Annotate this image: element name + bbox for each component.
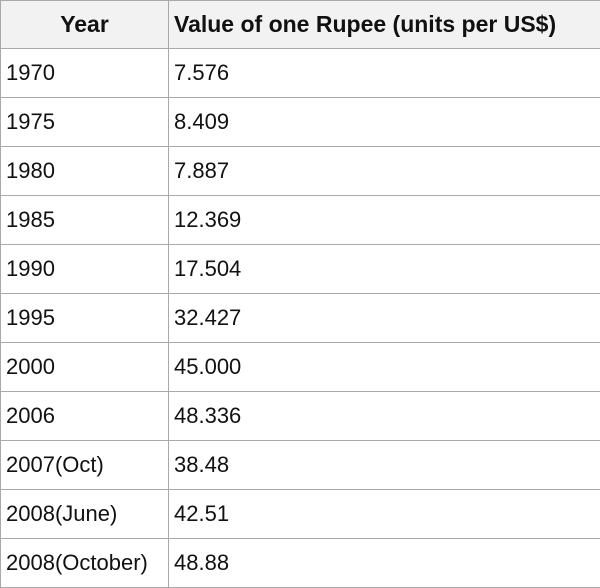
value-column-header: Value of one Rupee (units per US$) bbox=[169, 1, 600, 49]
value-cell: 48.336 bbox=[169, 392, 600, 441]
year-cell: 2007(Oct) bbox=[1, 441, 169, 490]
year-column-header: Year bbox=[1, 1, 169, 49]
value-cell: 12.369 bbox=[169, 196, 600, 245]
year-cell: 1995 bbox=[1, 294, 169, 343]
year-cell: 2008(June) bbox=[1, 490, 169, 539]
year-cell: 1975 bbox=[1, 98, 169, 147]
year-cell: 1970 bbox=[1, 49, 169, 98]
table-row: 2008(June)42.51 bbox=[1, 490, 600, 539]
year-cell: 2000 bbox=[1, 343, 169, 392]
value-cell: 7.576 bbox=[169, 49, 600, 98]
year-cell: 1985 bbox=[1, 196, 169, 245]
table-row: 2007(Oct)38.48 bbox=[1, 441, 600, 490]
year-cell: 1980 bbox=[1, 147, 169, 196]
value-cell: 7.887 bbox=[169, 147, 600, 196]
value-cell: 42.51 bbox=[169, 490, 600, 539]
value-cell: 32.427 bbox=[169, 294, 600, 343]
year-cell: 2006 bbox=[1, 392, 169, 441]
value-cell: 45.000 bbox=[169, 343, 600, 392]
value-cell: 8.409 bbox=[169, 98, 600, 147]
value-cell: 48.88 bbox=[169, 539, 600, 588]
value-cell: 17.504 bbox=[169, 245, 600, 294]
table-row: 2008(October)48.88 bbox=[1, 539, 600, 588]
header-row: Year Value of one Rupee (units per US$) bbox=[1, 1, 600, 49]
year-cell: 2008(October) bbox=[1, 539, 169, 588]
year-cell: 1990 bbox=[1, 245, 169, 294]
value-cell: 38.48 bbox=[169, 441, 600, 490]
